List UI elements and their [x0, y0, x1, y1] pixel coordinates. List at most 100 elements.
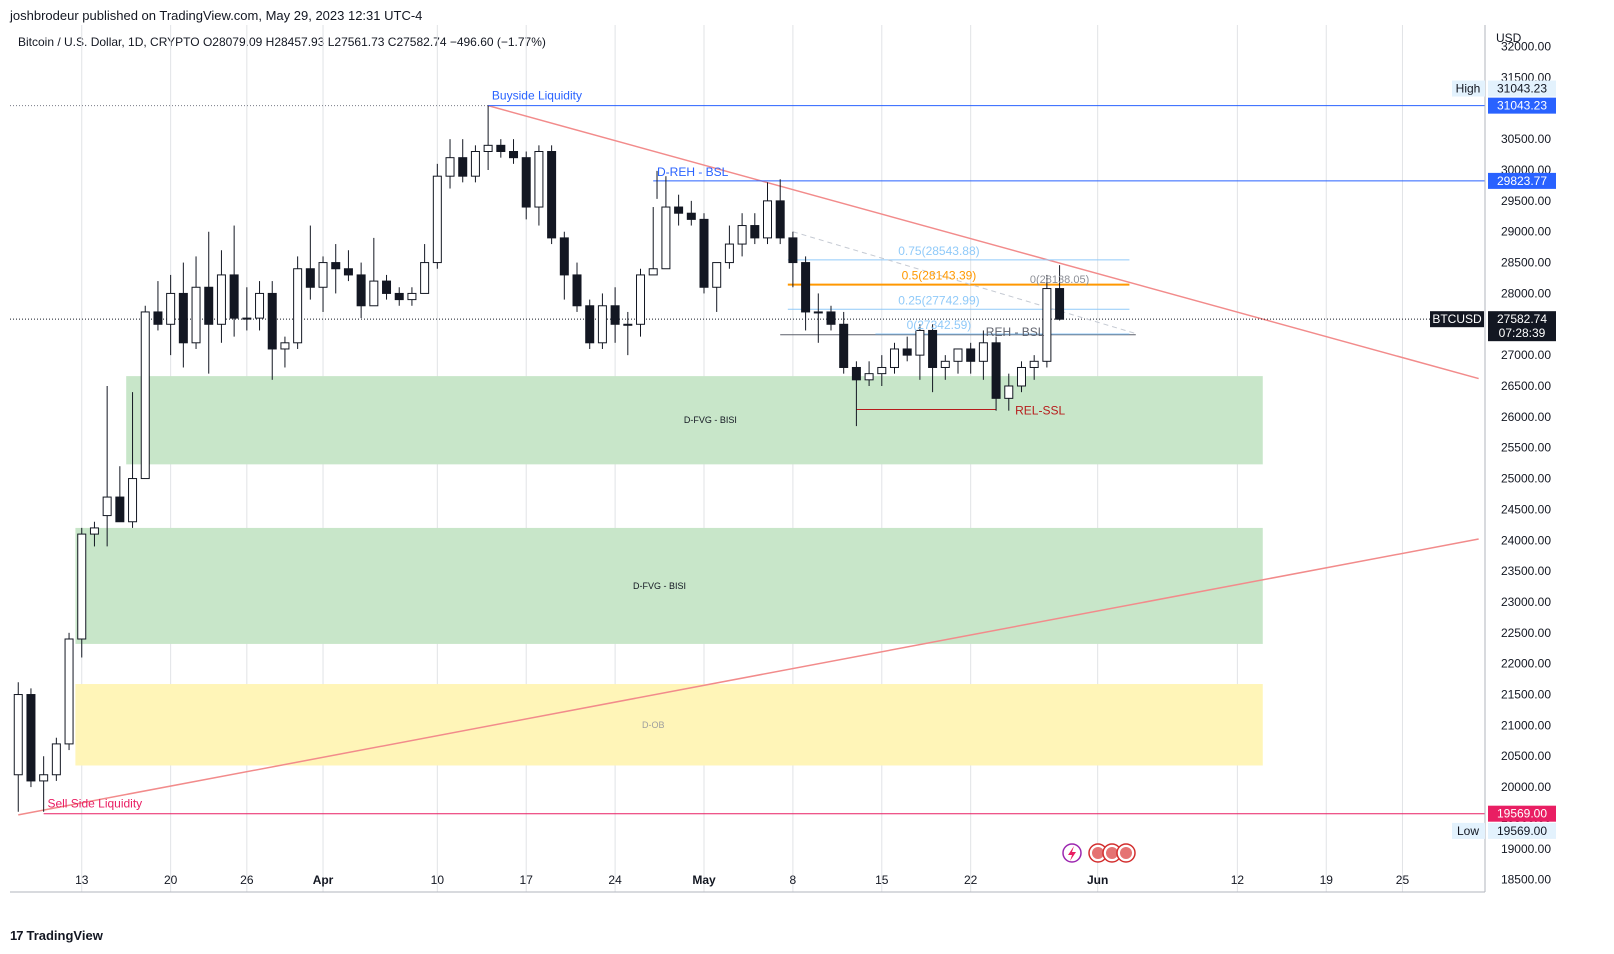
- candle-body[interactable]: [445, 157, 455, 177]
- event-icons[interactable]: [1062, 843, 1136, 863]
- date-tick-label[interactable]: 15: [875, 873, 889, 887]
- candle-body[interactable]: [851, 366, 861, 381]
- candle-body[interactable]: [458, 157, 468, 177]
- candle-body[interactable]: [636, 274, 646, 325]
- candle-body[interactable]: [597, 305, 607, 344]
- candle-body[interactable]: [356, 274, 366, 307]
- candle-body[interactable]: [432, 175, 442, 264]
- candle-body[interactable]: [204, 286, 214, 325]
- candle-body[interactable]: [1016, 366, 1026, 387]
- candle-body[interactable]: [559, 237, 569, 276]
- candle-body[interactable]: [318, 262, 328, 288]
- candle-body[interactable]: [839, 323, 849, 368]
- symbol-ohlc-legend[interactable]: Bitcoin / U.S. Dollar, 1D, CRYPTO O28079…: [18, 35, 546, 49]
- candle-body[interactable]: [39, 774, 49, 782]
- candle-body[interactable]: [864, 373, 874, 381]
- candle-body[interactable]: [953, 348, 963, 362]
- candle-body[interactable]: [940, 360, 950, 368]
- date-tick-label[interactable]: 26: [240, 873, 254, 887]
- candle-body[interactable]: [661, 206, 671, 270]
- date-tick-label[interactable]: 10: [431, 873, 445, 887]
- date-tick-label[interactable]: 13: [75, 873, 89, 887]
- candle-body[interactable]: [26, 694, 36, 782]
- date-tick-label[interactable]: 24: [608, 873, 622, 887]
- zone-box[interactable]: [126, 376, 1263, 465]
- date-tick-label[interactable]: 22: [964, 873, 978, 887]
- date-tick-label[interactable]: 8: [790, 873, 797, 887]
- candle-body[interactable]: [255, 292, 265, 319]
- candle-body[interactable]: [534, 151, 544, 208]
- candle-body[interactable]: [674, 206, 684, 214]
- date-tick-label[interactable]: 12: [1231, 873, 1245, 887]
- zone-box[interactable]: [75, 527, 1263, 644]
- candle-body[interactable]: [547, 151, 557, 239]
- candle-body[interactable]: [102, 496, 112, 517]
- candle-body[interactable]: [496, 144, 506, 153]
- date-tick-label[interactable]: 17: [520, 873, 534, 887]
- candle-body[interactable]: [382, 280, 392, 294]
- candle-body[interactable]: [343, 268, 353, 276]
- candle-body[interactable]: [877, 366, 887, 375]
- candle-body[interactable]: [394, 292, 404, 301]
- candle-body[interactable]: [978, 342, 988, 362]
- candle-body[interactable]: [407, 292, 417, 301]
- candle-body[interactable]: [229, 274, 239, 319]
- candle-body[interactable]: [331, 262, 341, 270]
- candle-body[interactable]: [64, 638, 74, 745]
- candle-body[interactable]: [280, 342, 290, 350]
- price-axis[interactable]: 18500.0019000.0019500.0020000.0020500.00…: [1496, 31, 1551, 887]
- candle-body[interactable]: [13, 694, 23, 776]
- candle-body[interactable]: [89, 527, 99, 535]
- candle-body[interactable]: [648, 268, 658, 276]
- candle-body[interactable]: [801, 262, 811, 313]
- date-tick-label[interactable]: 19: [1320, 873, 1334, 887]
- candle-body[interactable]: [712, 262, 722, 288]
- candle-body[interactable]: [140, 311, 150, 480]
- trendline[interactable]: [487, 104, 1479, 380]
- candle-body[interactable]: [191, 286, 201, 344]
- candle-body[interactable]: [813, 311, 823, 314]
- candle-body[interactable]: [889, 348, 899, 368]
- date-tick-label[interactable]: 20: [164, 873, 178, 887]
- candle-body[interactable]: [483, 144, 493, 153]
- candle-body[interactable]: [166, 292, 176, 325]
- candle-body[interactable]: [915, 329, 925, 356]
- candle-body[interactable]: [178, 292, 188, 344]
- candle-body[interactable]: [737, 225, 747, 245]
- candle-body[interactable]: [763, 200, 773, 239]
- candle-body[interactable]: [1029, 360, 1039, 368]
- candle-body[interactable]: [293, 268, 303, 344]
- candle-body[interactable]: [1055, 288, 1065, 320]
- candle-body[interactable]: [128, 478, 138, 523]
- candle-body[interactable]: [77, 533, 87, 640]
- candle-body[interactable]: [902, 348, 912, 356]
- candle-body[interactable]: [470, 151, 480, 177]
- candle-body[interactable]: [623, 323, 633, 326]
- tradingview-logo[interactable]: 17 TradingView: [10, 928, 103, 943]
- candle-body[interactable]: [267, 292, 277, 350]
- time-axis[interactable]: 13 20 26 Apr 10 17 24 May 8 15 22 Jun 12 19 25: [75, 873, 1409, 887]
- candle-body[interactable]: [966, 348, 976, 362]
- candle-body[interactable]: [216, 274, 226, 325]
- candle-body[interactable]: [826, 311, 836, 325]
- zone-box[interactable]: [75, 684, 1263, 766]
- date-tick-label[interactable]: Jun: [1087, 873, 1108, 887]
- candle-body[interactable]: [305, 268, 315, 288]
- candle-body[interactable]: [420, 262, 430, 294]
- candle-body[interactable]: [521, 157, 531, 208]
- date-tick-label[interactable]: Apr: [313, 873, 334, 887]
- candle-body[interactable]: [369, 280, 379, 307]
- candle-body[interactable]: [572, 274, 582, 307]
- candle-body[interactable]: [242, 317, 252, 320]
- candle-body[interactable]: [724, 243, 734, 264]
- candle-body[interactable]: [509, 151, 519, 159]
- candle-body[interactable]: [51, 743, 61, 776]
- candle-body[interactable]: [750, 225, 760, 239]
- candle-body[interactable]: [585, 305, 595, 344]
- candle-body[interactable]: [775, 200, 785, 239]
- trendline[interactable]: [18, 538, 1479, 816]
- candle-body[interactable]: [686, 212, 696, 220]
- candle-body[interactable]: [991, 342, 1001, 399]
- candle-body[interactable]: [928, 329, 938, 368]
